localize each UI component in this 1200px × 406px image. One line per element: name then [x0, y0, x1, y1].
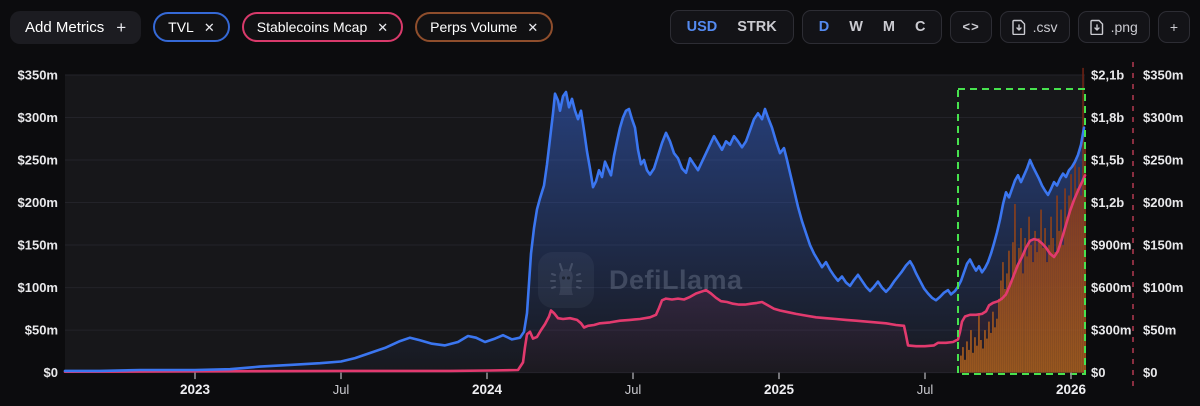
svg-text:$350m: $350m [18, 68, 58, 83]
chart-canvas[interactable]: $350m$300m$250m$200m$150m$100m$50m$0$2,1… [0, 55, 1200, 406]
svg-text:$150m: $150m [18, 238, 58, 253]
interval-option-c[interactable]: C [915, 19, 926, 35]
interval-option-w[interactable]: W [849, 19, 863, 35]
svg-text:$300m: $300m [1143, 110, 1183, 125]
metric-chips: TVL ✕ Stablecoins Mcap ✕ Perps Volume ✕ [153, 12, 554, 42]
embed-button[interactable]: <> [950, 11, 992, 43]
svg-text:$200m: $200m [18, 195, 58, 210]
svg-text:$0: $0 [1143, 365, 1157, 380]
right-axis-volume-labels: $2,1b $1,8b $1,5b $1,2b $900m $600m $300m $0 [1091, 68, 1131, 381]
file-download-icon [1011, 19, 1025, 35]
tvl-line [63, 90, 1086, 373]
currency-option-usd[interactable]: USD [686, 19, 718, 35]
svg-text:2025: 2025 [764, 382, 795, 397]
highlight-region-box [957, 88, 1086, 375]
svg-text:$300m: $300m [18, 110, 58, 125]
add-metrics-button[interactable]: Add Metrics + [10, 10, 142, 44]
plus-icon: + [116, 17, 127, 37]
interval-option-d[interactable]: D [818, 19, 830, 35]
svg-text:$300m: $300m [1091, 323, 1131, 338]
file-download-icon [1089, 19, 1103, 35]
remove-metric-icon[interactable]: ✕ [527, 19, 539, 35]
svg-text:Jul: Jul [917, 382, 934, 397]
svg-text:Jul: Jul [625, 382, 642, 397]
add-chart-button[interactable]: + [1157, 11, 1190, 43]
svg-text:$350m: $350m [1143, 68, 1183, 83]
metric-chip-label: Perps Volume [430, 19, 518, 35]
toolbar-right: USD STRK D W M C <> .csv .png + [669, 10, 1190, 44]
svg-text:$200m: $200m [1143, 195, 1183, 210]
export--png-button[interactable]: .png [1077, 11, 1150, 43]
metric-chip-tvl[interactable]: TVL ✕ [153, 12, 230, 42]
export-button-label: .csv [1032, 19, 1058, 35]
metric-chip-stablecoins-mcap[interactable]: Stablecoins Mcap ✕ [241, 12, 404, 42]
export-buttons: .csv .png [999, 11, 1150, 43]
svg-text:$1,8b: $1,8b [1091, 110, 1124, 125]
embed-code-icon: <> [962, 19, 980, 34]
stablecoins-area [65, 175, 1085, 373]
interval-option-m[interactable]: M [882, 19, 895, 35]
svg-text:$0: $0 [44, 365, 58, 380]
svg-text:$100m: $100m [1143, 280, 1183, 295]
svg-text:$150m: $150m [1143, 238, 1183, 253]
plus-icon: + [1169, 19, 1178, 35]
perps-volume-bars [960, 67, 1086, 373]
svg-text:$250m: $250m [1143, 153, 1183, 168]
export--csv-button[interactable]: .csv [999, 11, 1070, 43]
svg-text:$250m: $250m [18, 153, 58, 168]
svg-text:2026: 2026 [1056, 382, 1087, 397]
svg-text:Jul: Jul [333, 382, 350, 397]
metric-chip-label: Stablecoins Mcap [256, 19, 368, 35]
svg-text:$900m: $900m [1091, 238, 1131, 253]
stablecoins-mcap-line [63, 174, 1087, 373]
svg-text:2024: 2024 [472, 382, 503, 397]
svg-text:$1,5b: $1,5b [1091, 153, 1124, 168]
metric-chip-perps-volume[interactable]: Perps Volume ✕ [415, 12, 554, 42]
toolbar: Add Metrics + TVL ✕ Stablecoins Mcap ✕ Perps… [0, 0, 1200, 54]
svg-text:$1,2b: $1,2b [1091, 195, 1124, 210]
x-axis: 2023 Jul 2024 Jul 2025 Jul 2026 [180, 372, 1087, 397]
add-metrics-label: Add Metrics [25, 18, 105, 36]
svg-text:$50m: $50m [25, 323, 58, 338]
currency-toggle: USD STRK [669, 10, 794, 44]
svg-text:2023: 2023 [180, 382, 211, 397]
svg-text:$50m: $50m [1143, 323, 1176, 338]
svg-text:$0: $0 [1091, 365, 1105, 380]
remove-metric-icon[interactable]: ✕ [377, 19, 389, 35]
svg-text:$2,1b: $2,1b [1091, 68, 1124, 83]
tvl-area [65, 92, 1084, 373]
left-axis-labels: $350m $300m $250m $200m $150m $100m $50m $0 [18, 68, 58, 381]
right-axis-mcap-labels: $350m $300m $250m $200m $150m $100m $50m $0 [1143, 68, 1183, 381]
export-button-label: .png [1110, 19, 1138, 35]
svg-text:$600m: $600m [1091, 280, 1131, 295]
metric-chip-label: TVL [168, 19, 194, 35]
currency-option-strk[interactable]: STRK [737, 19, 777, 35]
remove-metric-icon[interactable]: ✕ [203, 19, 215, 35]
svg-text:$100m: $100m [18, 280, 58, 295]
